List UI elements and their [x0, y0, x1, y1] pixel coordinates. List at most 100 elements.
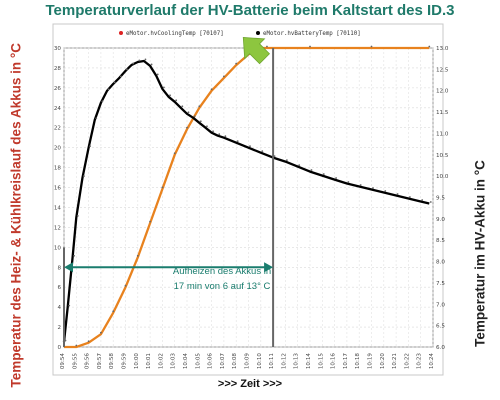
x-tick: 10:15 — [318, 353, 324, 370]
y-tick-left: 22 — [54, 126, 61, 132]
y-tick-left: 10 — [54, 245, 62, 251]
data-point-battery — [198, 105, 201, 108]
data-point-cooling — [249, 145, 251, 148]
legend-label-cooling: eMotor.hvCoolingTemp [70107] — [126, 31, 224, 37]
data-point-cooling — [76, 215, 79, 217]
x-tick: 09:59 — [122, 353, 128, 370]
legend-marker-battery — [256, 31, 260, 35]
x-tick: 10:13 — [294, 353, 300, 370]
x-tick: 10:24 — [429, 353, 435, 370]
y-tick-right: 11.5 — [436, 110, 449, 116]
data-point-cooling — [187, 111, 190, 114]
data-point-cooling — [212, 130, 215, 133]
y-tick-left: 8 — [57, 265, 61, 271]
data-point-battery — [235, 62, 238, 65]
data-point-cooling — [169, 94, 171, 97]
data-point-battery — [100, 331, 102, 334]
data-point-cooling — [73, 254, 76, 257]
y-tick-left: 2 — [57, 325, 61, 331]
x-axis-label: >>> Zeit >>> — [217, 378, 283, 390]
data-point-cooling — [107, 88, 110, 91]
data-point-battery — [428, 45, 431, 48]
x-tick: 10:11 — [269, 353, 275, 370]
y-tick-right: 13.0 — [436, 46, 449, 52]
y-tick-right: 8.0 — [436, 260, 445, 266]
legend-marker-cooling — [119, 31, 123, 35]
annotation-arrowhead-left — [64, 262, 73, 273]
legend: eMotor.hvCoolingTemp [70107] eMotor.hvBa… — [119, 31, 361, 37]
data-point-cooling — [206, 125, 208, 128]
y-tick-right: 12.0 — [436, 89, 449, 95]
y-tick-left: 18 — [54, 166, 62, 172]
y-tick-left: 28 — [54, 66, 62, 72]
data-point-battery — [149, 220, 152, 223]
data-point-battery — [75, 344, 78, 347]
data-point-cooling — [335, 177, 337, 179]
data-point-cooling — [138, 59, 141, 62]
data-point-cooling — [421, 199, 424, 201]
y-tick-left: 6 — [57, 285, 61, 291]
data-point-cooling — [286, 159, 288, 162]
data-point-battery — [266, 45, 268, 48]
y-tick-left: 20 — [54, 146, 62, 152]
x-tick: 09:56 — [85, 353, 91, 370]
x-tick: 10:06 — [208, 353, 214, 370]
x-tick: 09:57 — [97, 353, 103, 370]
data-point-cooling — [347, 181, 350, 183]
data-point-cooling — [126, 68, 128, 71]
y-tick-right: 9.5 — [436, 196, 445, 202]
data-point-cooling — [193, 115, 196, 118]
y-tick-right: 6.5 — [436, 324, 445, 330]
x-tick: 10:04 — [183, 353, 189, 370]
annotation-line-1: Aufheizen des Akkus in — [173, 266, 271, 277]
x-tick: 10:05 — [195, 353, 201, 370]
data-point-cooling — [372, 187, 374, 189]
data-point-cooling — [409, 196, 411, 198]
annotation-arrowhead-right — [264, 262, 274, 273]
y-tick-left: 12 — [54, 225, 61, 231]
y-tick-left: 14 — [54, 205, 62, 211]
y-tick-left: 26 — [54, 86, 62, 92]
data-point-battery — [210, 88, 213, 91]
data-point-battery — [136, 254, 139, 257]
x-tick: 10:16 — [331, 353, 337, 370]
y-tick-left: 4 — [57, 305, 61, 311]
data-point-cooling — [396, 193, 399, 195]
data-point-cooling — [298, 164, 301, 167]
series-line-cooling — [62, 59, 430, 343]
grid — [63, 47, 434, 348]
y-tick-left: 30 — [54, 46, 62, 52]
series-line-battery — [64, 46, 430, 349]
data-point-cooling — [101, 100, 104, 103]
x-tick: 10:14 — [306, 353, 312, 370]
data-point-cooling — [181, 105, 184, 108]
data-point-battery — [186, 126, 188, 129]
legend-label-battery: eMotor.hvBatteryTemp [70110] — [263, 31, 361, 37]
x-tick: 10:18 — [355, 353, 361, 370]
x-tick: 10:20 — [380, 353, 386, 370]
data-point-cooling — [95, 117, 98, 120]
x-tick: 10:21 — [392, 353, 398, 370]
data-point-cooling — [83, 175, 85, 177]
x-tick: 10:23 — [417, 353, 423, 370]
data-point-cooling — [310, 169, 313, 171]
data-point-cooling — [89, 145, 91, 148]
data-point-battery — [173, 152, 176, 155]
x-tick: 09:55 — [72, 353, 78, 370]
y-tick-right: 7.5 — [436, 281, 445, 287]
x-tick: 10:03 — [171, 353, 177, 370]
x-tick: 10:07 — [220, 353, 226, 370]
data-point-battery — [124, 284, 127, 287]
data-point-cooling — [429, 201, 432, 203]
data-point-cooling — [163, 86, 165, 89]
data-point-cooling — [113, 81, 116, 84]
y-tick-right: 12.5 — [436, 67, 449, 73]
data-point-battery — [112, 310, 115, 313]
highlight-arrow — [242, 37, 271, 65]
data-point-cooling — [68, 304, 71, 307]
y-tick-left: 16 — [54, 186, 62, 192]
x-tick: 09:58 — [109, 353, 115, 370]
y-tick-right: 10.5 — [436, 153, 449, 159]
data-point-battery — [309, 45, 311, 48]
